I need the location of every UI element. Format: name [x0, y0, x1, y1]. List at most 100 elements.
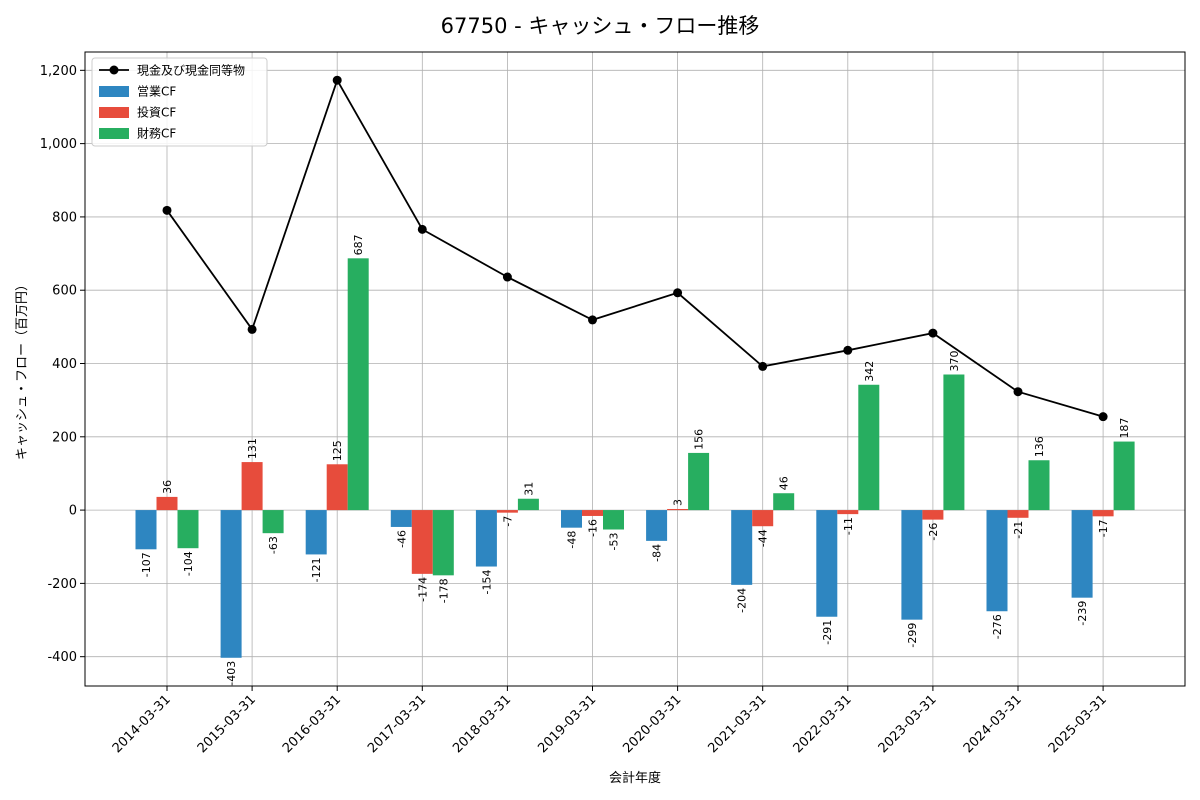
- data-label-投資CF: -7: [501, 516, 514, 527]
- x-tick-label: 2014-03-31: [110, 692, 174, 756]
- data-label-財務CF: -53: [608, 533, 621, 551]
- bar-投資CF: [156, 496, 178, 511]
- data-label-営業CF: -204: [736, 588, 749, 613]
- x-axis-title: 会計年度: [609, 770, 661, 786]
- data-label-投資CF: 125: [331, 440, 344, 461]
- y-tick-label: 1,200: [40, 64, 77, 79]
- y-tick-label: 1,000: [40, 137, 77, 152]
- line-point: [417, 224, 427, 234]
- x-tick-label: 2018-03-31: [450, 692, 514, 756]
- x-tick-label: 2020-03-31: [620, 692, 684, 756]
- y-tick-label: 200: [52, 430, 77, 445]
- line-point: [673, 288, 683, 298]
- data-label-投資CF: 131: [246, 438, 259, 459]
- data-label-営業CF: -48: [566, 531, 579, 549]
- data-label-財務CF: 46: [778, 476, 791, 490]
- bar-財務CF: [177, 510, 199, 549]
- bar-営業CF: [135, 510, 157, 550]
- bar-投資CF: [1007, 510, 1029, 518]
- data-labels: -107 -403 -121 -46 -154 -48 -84 -204 -291 -299 -27…: [140, 234, 1131, 685]
- bar-財務CF: [347, 258, 369, 511]
- data-label-投資CF: -44: [757, 529, 770, 547]
- data-label-営業CF: -84: [651, 544, 664, 562]
- y-axis-title: キャッシュ・フロー（百万円）: [15, 278, 30, 460]
- bar-財務CF: [603, 510, 624, 530]
- bar-営業CF: [305, 510, 327, 555]
- x-tick-label: 2016-03-31: [280, 692, 344, 756]
- bar-営業CF: [561, 510, 582, 528]
- data-label-投資CF: -174: [416, 577, 429, 602]
- x-tick-label: 2021-03-31: [705, 692, 769, 756]
- bar-営業CF: [1071, 510, 1093, 598]
- bar-投資CF: [326, 464, 348, 511]
- y-tick-label: 800: [52, 210, 77, 225]
- bar-財務CF: [688, 452, 710, 511]
- x-tick-label: 2019-03-31: [535, 692, 599, 756]
- bar-営業CF: [646, 510, 668, 541]
- data-label-財務CF: 370: [948, 350, 961, 371]
- data-label-営業CF: -121: [310, 557, 323, 582]
- data-label-財務CF: 187: [1118, 418, 1131, 439]
- bar-投資CF: [1092, 510, 1114, 517]
- bar-財務CF: [1113, 441, 1135, 511]
- bar-投資CF: [837, 510, 859, 515]
- legend-swatch-marker: [109, 65, 119, 75]
- data-label-財務CF: -104: [182, 551, 195, 576]
- y-tick-label: 0: [69, 504, 77, 519]
- data-label-営業CF: -403: [225, 661, 238, 686]
- data-label-営業CF: -46: [395, 530, 408, 548]
- data-label-投資CF: 3: [672, 499, 685, 506]
- x-tick-label: 2025-03-31: [1046, 692, 1110, 756]
- bar-投資CF: [667, 508, 689, 511]
- data-label-投資CF: -11: [842, 517, 855, 535]
- line-現金及び現金同等物: [166, 78, 1104, 418]
- line-point: [588, 315, 597, 325]
- legend-box: [91, 57, 268, 147]
- data-label-営業CF: -239: [1076, 601, 1089, 626]
- legend-swatch-営業CF: [99, 86, 129, 97]
- data-label-営業CF: -291: [821, 620, 834, 645]
- data-label-営業CF: -276: [991, 614, 1004, 639]
- bar-営業CF: [390, 510, 412, 527]
- legend-swatch-財務CF: [99, 128, 129, 139]
- legend-label: 現金及び現金同等物: [137, 63, 245, 78]
- bar-財務CF: [1028, 460, 1050, 511]
- x-tick-label: 2015-03-31: [195, 692, 259, 756]
- y-tick-label: 400: [52, 357, 77, 372]
- bar-営業CF: [475, 510, 497, 567]
- line-point: [162, 205, 172, 215]
- data-label-財務CF: -178: [437, 578, 450, 603]
- y-tick-label: -400: [47, 650, 77, 665]
- x-tick-label: 2023-03-31: [876, 692, 940, 756]
- line-point: [758, 361, 768, 371]
- data-label-財務CF: 156: [693, 429, 706, 450]
- line-point: [247, 324, 257, 334]
- bar-投資CF: [411, 510, 433, 574]
- y-tick-label: 600: [52, 284, 77, 299]
- data-label-営業CF: -107: [140, 552, 153, 577]
- legend-label: 財務CF: [137, 126, 176, 141]
- y-tick-label: -200: [47, 577, 77, 592]
- data-label-投資CF: -21: [1012, 521, 1025, 539]
- line-point: [502, 272, 512, 282]
- legend-swatch-投資CF: [99, 107, 129, 118]
- data-label-財務CF: 342: [863, 361, 876, 382]
- data-label-財務CF: 687: [352, 234, 365, 255]
- legend-label: 投資CF: [137, 105, 176, 120]
- data-label-投資CF: -26: [927, 523, 940, 541]
- bar-投資CF: [496, 510, 518, 513]
- bar-投資CF: [922, 510, 944, 520]
- bar-営業CF: [731, 510, 753, 585]
- plot-frame: [84, 51, 1186, 687]
- bar-営業CF: [901, 510, 923, 620]
- bar-投資CF: [752, 510, 774, 527]
- chart-title: 67750 - キャッシュ・フロー推移: [441, 14, 760, 38]
- data-label-投資CF: -17: [1097, 519, 1110, 537]
- bar-営業CF: [816, 510, 838, 617]
- x-tick-label: 2017-03-31: [365, 692, 429, 756]
- data-label-財務CF: -63: [267, 536, 280, 554]
- data-label-財務CF: 31: [522, 482, 535, 496]
- bar-財務CF: [943, 374, 965, 511]
